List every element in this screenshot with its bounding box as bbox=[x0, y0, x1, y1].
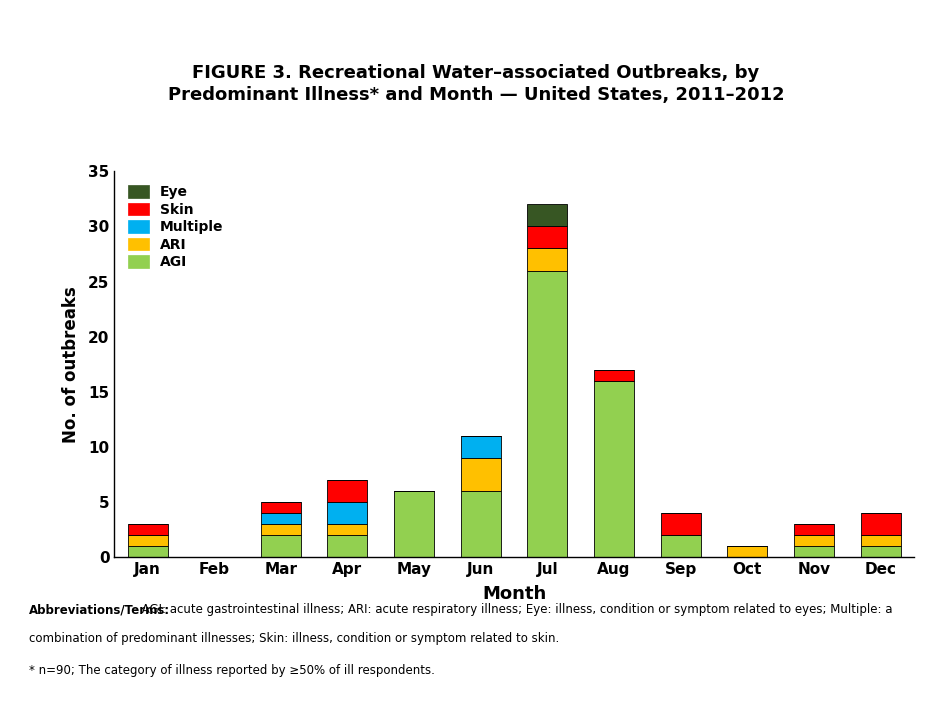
Bar bbox=[261, 524, 301, 535]
Bar bbox=[461, 458, 501, 491]
Bar bbox=[461, 491, 501, 557]
X-axis label: Month: Month bbox=[482, 585, 546, 603]
Bar bbox=[794, 535, 834, 546]
Bar bbox=[128, 535, 168, 546]
Text: * n=90; The category of illness reported by ≥50% of ill respondents.: * n=90; The category of illness reported… bbox=[29, 664, 434, 677]
Bar bbox=[261, 502, 301, 513]
Bar bbox=[861, 546, 901, 557]
Text: AGI: acute gastrointestinal illness; ARI: acute respiratory illness; Eye: illnes: AGI: acute gastrointestinal illness; ARI… bbox=[138, 603, 893, 616]
Text: Abbreviations/Terms:: Abbreviations/Terms: bbox=[29, 603, 169, 616]
Bar bbox=[128, 524, 168, 535]
Bar bbox=[527, 248, 567, 271]
Bar bbox=[794, 524, 834, 535]
Bar bbox=[794, 546, 834, 557]
Bar bbox=[527, 226, 567, 248]
Bar bbox=[594, 370, 634, 381]
Text: combination of predominant illnesses; Skin: illness, condition or symptom relate: combination of predominant illnesses; Sk… bbox=[29, 632, 559, 645]
Bar bbox=[527, 271, 567, 557]
Bar bbox=[327, 480, 367, 502]
Bar bbox=[461, 436, 501, 458]
Legend: Eye, Skin, Multiple, ARI, AGI: Eye, Skin, Multiple, ARI, AGI bbox=[121, 178, 230, 276]
Bar bbox=[128, 546, 168, 557]
Bar bbox=[527, 204, 567, 226]
Bar bbox=[727, 546, 767, 557]
Bar bbox=[661, 535, 701, 557]
Text: FIGURE 3. Recreational Water–associated Outbreaks, by: FIGURE 3. Recreational Water–associated … bbox=[192, 64, 760, 82]
Bar bbox=[327, 524, 367, 535]
Bar bbox=[861, 535, 901, 546]
Bar bbox=[661, 513, 701, 535]
Bar bbox=[394, 491, 434, 557]
Bar bbox=[261, 513, 301, 524]
Bar bbox=[861, 513, 901, 535]
Y-axis label: No. of outbreaks: No. of outbreaks bbox=[62, 286, 80, 443]
Bar bbox=[327, 535, 367, 557]
Bar bbox=[594, 381, 634, 557]
Text: Predominant Illness* and Month — United States, 2011–2012: Predominant Illness* and Month — United … bbox=[168, 86, 784, 104]
Bar bbox=[261, 535, 301, 557]
Bar bbox=[327, 502, 367, 524]
